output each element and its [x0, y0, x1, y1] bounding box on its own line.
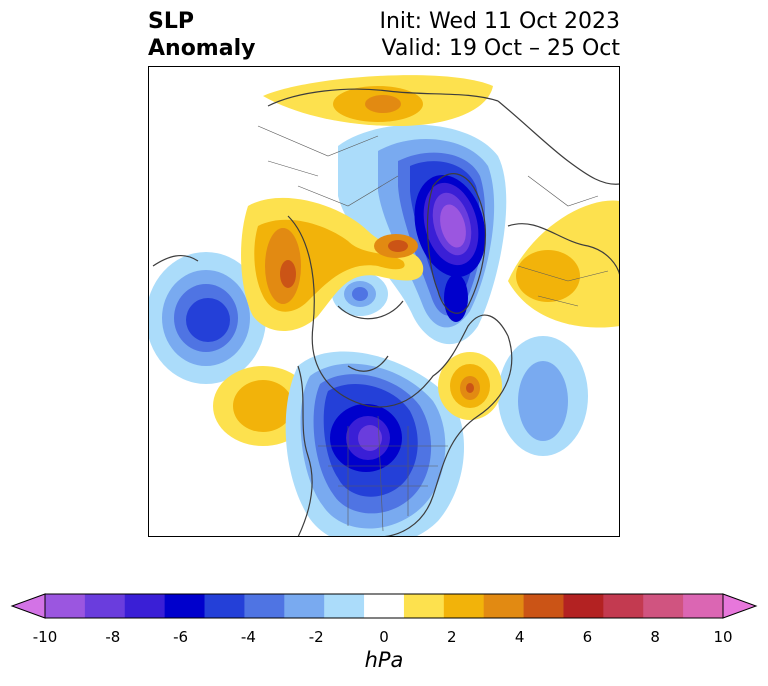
atlantic-high	[438, 352, 502, 420]
title-line-1: SLP	[148, 9, 194, 34]
map-frame	[148, 66, 620, 537]
scandinavia-high	[263, 75, 493, 126]
init-date: Init: Wed 11 Oct 2023	[379, 9, 620, 34]
colorbar-tick-label: 10	[713, 628, 733, 646]
anomaly-contours	[148, 66, 620, 537]
colorbar-segment	[364, 594, 405, 618]
colorbar-outline	[44, 593, 724, 619]
colorbar-segment	[244, 594, 285, 618]
colorbar-segment	[284, 594, 325, 618]
colorbar-tick-label: 2	[447, 628, 457, 646]
atlantic-low	[498, 336, 588, 456]
colorbar-tick-label: -8	[105, 628, 121, 646]
colorbar-tick-label: 8	[650, 628, 660, 646]
colorbar-segment	[603, 594, 644, 618]
russia-high	[241, 197, 424, 331]
colorbar-segment	[403, 594, 445, 618]
greenland-low	[338, 124, 507, 345]
colorbar-segment	[443, 594, 485, 618]
colorbar-extend-min	[10, 593, 46, 619]
colorbar-segment	[84, 594, 126, 618]
colorbar-segment	[683, 594, 724, 618]
colorbar-segment	[483, 594, 525, 618]
colorbar-segment	[563, 594, 604, 618]
title-line-2: Anomaly	[148, 36, 256, 61]
colorbar-tick-label: 0	[379, 628, 389, 646]
colorbar-tick-label: -10	[32, 628, 58, 646]
colorbar-segment	[124, 594, 166, 618]
colorbar-segment	[204, 594, 245, 618]
colorbar-extend-max	[722, 593, 758, 619]
valid-period: Init: Wed 11 Oct 2023 Valid: 19 Oct – 25…	[379, 8, 620, 62]
pacific-low	[148, 252, 266, 384]
colorbar-tick-label: 4	[514, 628, 525, 646]
map-title: SLP Anomaly	[148, 8, 255, 62]
colorbar-tick-label: -2	[308, 628, 324, 646]
colorbar	[10, 593, 758, 619]
valid-range: Valid: 19 Oct – 25 Oct	[381, 36, 620, 61]
colorbar-tick-label: -6	[173, 628, 189, 646]
borders	[257, 125, 609, 532]
colorbar-segment	[523, 594, 564, 618]
colorbar-segment	[643, 594, 684, 618]
colorbar-unit: hPa	[364, 648, 404, 672]
colorbar-segment	[324, 594, 365, 618]
africa-high	[508, 200, 620, 328]
colorbar-tick-label: 6	[582, 628, 593, 646]
coastlines	[152, 88, 620, 537]
colorbar-tick-label: -4	[240, 628, 256, 646]
anomaly-map	[148, 66, 620, 537]
colorbar-segment	[164, 594, 206, 618]
colorbar-segment	[45, 594, 86, 618]
